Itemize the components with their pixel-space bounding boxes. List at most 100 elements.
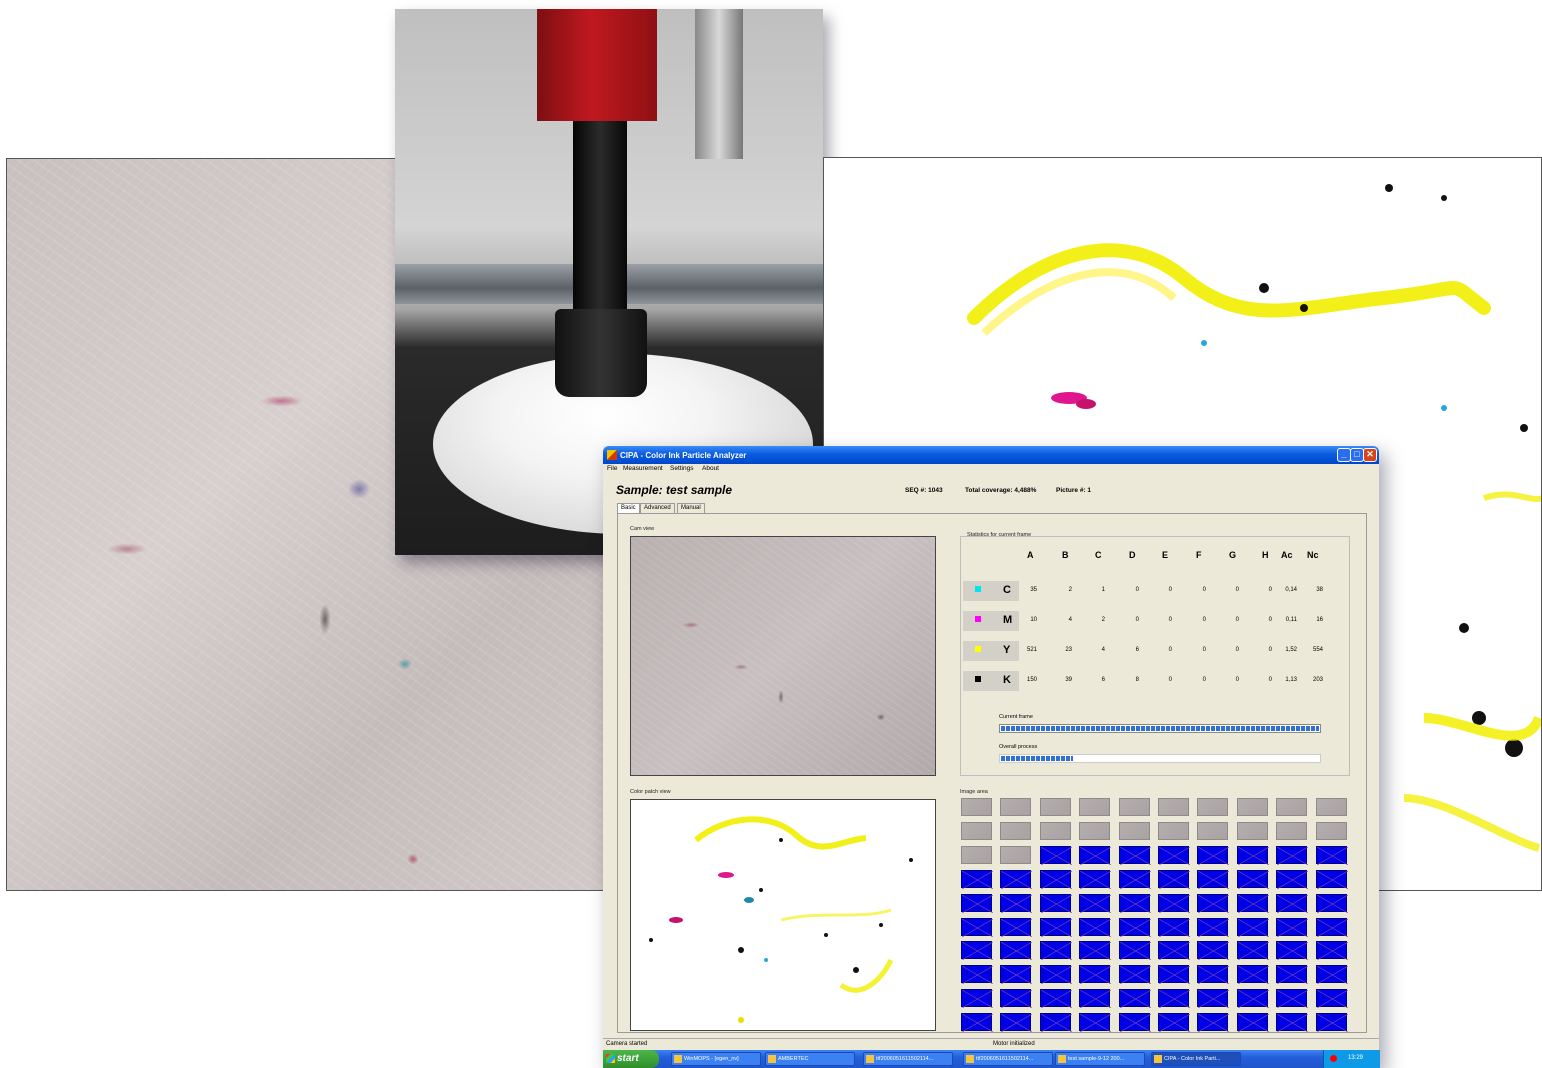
image-tile-pending[interactable] — [1158, 845, 1191, 866]
minimize-button[interactable]: _ — [1337, 448, 1351, 462]
image-tile-pending[interactable] — [961, 1013, 994, 1033]
image-tile-processed[interactable] — [1158, 798, 1189, 816]
image-tile-processed[interactable] — [1039, 821, 1071, 840]
image-tile-processed[interactable] — [961, 798, 992, 816]
image-tile-processed[interactable] — [1197, 821, 1229, 840]
image-tile-pending[interactable] — [1118, 869, 1151, 889]
image-tile-pending[interactable] — [1118, 989, 1151, 1009]
image-tile-pending[interactable] — [1236, 845, 1269, 866]
image-tile-processed[interactable] — [1118, 821, 1150, 840]
image-tile-processed[interactable] — [1315, 821, 1347, 840]
image-tile-processed[interactable] — [961, 845, 992, 864]
image-tile-pending[interactable] — [1079, 1013, 1112, 1033]
image-tile-pending[interactable] — [1236, 1013, 1269, 1033]
image-tile-pending[interactable] — [1000, 869, 1033, 889]
image-tile-processed[interactable] — [1236, 798, 1268, 816]
image-tile-pending[interactable] — [1276, 917, 1309, 937]
image-tile-pending[interactable] — [1000, 917, 1033, 937]
tab-manual[interactable]: Manual — [677, 503, 705, 513]
image-tile-pending[interactable] — [1197, 1013, 1230, 1033]
start-button[interactable]: start — [603, 1050, 659, 1068]
image-tile-pending[interactable] — [1197, 869, 1230, 889]
image-tile-pending[interactable] — [961, 893, 994, 913]
image-tile-pending[interactable] — [1039, 1013, 1072, 1033]
image-tile-pending[interactable] — [1236, 965, 1269, 985]
image-tile-pending[interactable] — [1118, 893, 1151, 913]
taskbar-item[interactable]: CIPA - Color Ink Parti... — [1151, 1052, 1241, 1066]
image-tile-pending[interactable] — [961, 917, 994, 937]
image-tile-pending[interactable] — [1197, 845, 1230, 866]
image-tile-pending[interactable] — [1039, 845, 1072, 866]
image-tile-pending[interactable] — [1000, 965, 1033, 985]
image-tile-processed[interactable] — [1158, 821, 1189, 840]
image-tile-processed[interactable] — [1000, 845, 1032, 864]
image-tile-pending[interactable] — [1118, 1013, 1151, 1033]
image-tile-processed[interactable] — [961, 821, 992, 840]
image-tile-processed[interactable] — [1039, 798, 1071, 816]
menu-about[interactable]: About — [702, 465, 719, 472]
image-tile-processed[interactable] — [1276, 798, 1308, 816]
image-tile-pending[interactable] — [1039, 893, 1072, 913]
image-tile-pending[interactable] — [1039, 869, 1072, 889]
image-tile-pending[interactable] — [1276, 965, 1309, 985]
image-tile-processed[interactable] — [1276, 821, 1308, 840]
taskbar-item[interactable]: test sample-9-12 200... — [1055, 1052, 1145, 1066]
image-tile-pending[interactable] — [1079, 941, 1112, 961]
tab-advanced[interactable]: Advanced — [640, 503, 675, 513]
image-tile-processed[interactable] — [1236, 821, 1268, 840]
image-tile-pending[interactable] — [1315, 1013, 1348, 1033]
image-tile-pending[interactable] — [961, 989, 994, 1009]
tab-basic[interactable]: Basic — [617, 503, 640, 513]
image-tile-processed[interactable] — [1118, 798, 1150, 816]
image-tile-pending[interactable] — [1197, 965, 1230, 985]
image-tile-pending[interactable] — [1315, 893, 1348, 913]
image-tile-pending[interactable] — [1158, 1013, 1191, 1033]
image-tile-pending[interactable] — [961, 965, 994, 985]
taskbar-item[interactable]: ttf2006051611502114... — [963, 1052, 1053, 1066]
image-tile-processed[interactable] — [1079, 821, 1111, 840]
image-tile-pending[interactable] — [1276, 989, 1309, 1009]
image-tile-pending[interactable] — [1118, 845, 1151, 866]
image-tile-pending[interactable] — [1079, 989, 1112, 1009]
image-tile-pending[interactable] — [1276, 941, 1309, 961]
image-tile-processed[interactable] — [1197, 798, 1229, 816]
image-tile-pending[interactable] — [1236, 869, 1269, 889]
image-tile-pending[interactable] — [1158, 941, 1191, 961]
image-tile-pending[interactable] — [1315, 941, 1348, 961]
image-tile-pending[interactable] — [1315, 989, 1348, 1009]
image-tile-pending[interactable] — [1236, 893, 1269, 913]
image-tile-pending[interactable] — [1158, 965, 1191, 985]
image-tile-pending[interactable] — [1079, 917, 1112, 937]
taskbar-item[interactable]: AMBERTEC — [765, 1052, 855, 1066]
image-tile-pending[interactable] — [1197, 989, 1230, 1009]
image-tile-pending[interactable] — [1197, 893, 1230, 913]
image-tile-processed[interactable] — [1079, 798, 1111, 816]
image-tile-pending[interactable] — [1315, 869, 1348, 889]
image-tile-pending[interactable] — [1039, 917, 1072, 937]
taskbar-item[interactable]: ttf2006051611502114... — [863, 1052, 953, 1066]
image-tile-processed[interactable] — [1000, 798, 1032, 816]
image-tile-pending[interactable] — [1039, 989, 1072, 1009]
image-tile-pending[interactable] — [1276, 869, 1309, 889]
close-button[interactable]: ✕ — [1363, 448, 1377, 462]
image-tile-processed[interactable] — [1315, 798, 1347, 816]
image-tile-pending[interactable] — [1158, 893, 1191, 913]
image-tile-pending[interactable] — [1158, 917, 1191, 937]
image-tile-pending[interactable] — [1000, 989, 1033, 1009]
image-tile-pending[interactable] — [1039, 941, 1072, 961]
image-tile-pending[interactable] — [1118, 917, 1151, 937]
image-tile-pending[interactable] — [1276, 1013, 1309, 1033]
menu-file[interactable]: File — [607, 465, 618, 472]
image-tile-pending[interactable] — [1236, 917, 1269, 937]
image-tile-pending[interactable] — [1079, 893, 1112, 913]
image-tile-pending[interactable] — [1236, 941, 1269, 961]
tray-icon[interactable] — [1330, 1055, 1337, 1062]
image-tile-pending[interactable] — [1079, 965, 1112, 985]
title-bar[interactable]: CIPA - Color Ink Particle Analyzer _ □ ✕ — [603, 446, 1379, 464]
image-tile-pending[interactable] — [1079, 869, 1112, 889]
image-tile-processed[interactable] — [1000, 821, 1032, 840]
image-tile-pending[interactable] — [1158, 989, 1191, 1009]
image-tile-pending[interactable] — [1197, 917, 1230, 937]
image-tile-pending[interactable] — [1197, 941, 1230, 961]
image-tile-pending[interactable] — [1276, 845, 1309, 866]
